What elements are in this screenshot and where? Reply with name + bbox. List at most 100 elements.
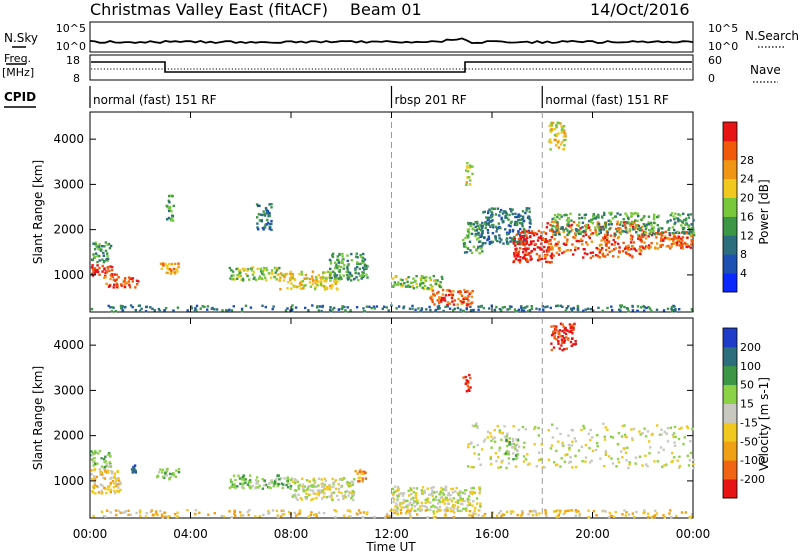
- heatmap-cell: [631, 437, 634, 440]
- heatmap-cell: [448, 302, 451, 305]
- heatmap-cell: [329, 272, 332, 275]
- heatmap-cell: [329, 485, 332, 489]
- heatmap-cell: [328, 258, 332, 262]
- heatmap-cell: [488, 307, 491, 310]
- heatmap-cell: [576, 224, 579, 227]
- heatmap-cell: [151, 514, 155, 517]
- heatmap-cell: [690, 239, 693, 242]
- heatmap-cell: [311, 278, 314, 281]
- heatmap-cell: [106, 471, 110, 474]
- heatmap-cell: [552, 330, 555, 334]
- heatmap-cell: [236, 277, 239, 280]
- heatmap-cell: [472, 500, 475, 503]
- heatmap-cell: [553, 214, 557, 217]
- heatmap-cell: [286, 478, 289, 481]
- heatmap-cell: [534, 426, 537, 429]
- heatmap-cell: [430, 298, 433, 301]
- heatmap-cell: [690, 240, 693, 243]
- heatmap-cell: [562, 228, 565, 232]
- heatmap-cell: [678, 308, 681, 311]
- heatmap-cell: [548, 140, 552, 143]
- heatmap-cell: [483, 438, 487, 441]
- heatmap-cell: [193, 309, 196, 312]
- heatmap-cell: [101, 484, 104, 487]
- colorbar-swatch: [723, 216, 737, 236]
- heatmap-cell: [431, 300, 434, 304]
- heatmap-cell: [331, 477, 334, 481]
- heatmap-cell: [472, 445, 476, 449]
- heatmap-cell: [619, 232, 623, 235]
- heatmap-cell: [522, 306, 525, 310]
- heatmap-cell: [661, 238, 665, 241]
- heatmap-cell: [506, 233, 509, 236]
- heatmap-cell: [553, 331, 557, 335]
- heatmap-cell: [449, 510, 453, 513]
- heatmap-cell: [521, 217, 525, 220]
- heatmap-cell: [429, 308, 432, 312]
- heatmap-cell: [443, 296, 446, 300]
- heatmap-cell: [291, 480, 295, 483]
- heatmap-cell: [563, 460, 567, 463]
- heatmap-cell: [321, 305, 324, 309]
- heatmap-cell: [638, 455, 642, 458]
- heatmap-cell: [545, 260, 548, 264]
- heatmap-cell: [647, 306, 650, 309]
- heatmap-cell: [255, 482, 258, 485]
- heatmap-cell: [616, 223, 619, 226]
- heatmap-cell: [498, 234, 501, 237]
- heatmap-cell: [240, 307, 244, 311]
- heatmap-cell: [566, 453, 569, 456]
- heatmap-cell: [517, 445, 521, 448]
- heatmap-cell: [548, 124, 551, 128]
- heatmap-cell: [495, 230, 498, 233]
- heatmap-cell: [437, 290, 440, 294]
- heatmap-cell: [681, 221, 685, 224]
- heatmap-cell: [444, 305, 447, 309]
- heatmap-cell: [591, 436, 594, 439]
- heatmap-cell: [529, 222, 532, 225]
- heatmap-cell: [177, 471, 181, 474]
- heatmap-cell: [669, 509, 672, 512]
- heatmap-cell: [565, 219, 569, 222]
- heatmap-cell: [524, 247, 527, 250]
- heatmap-cell: [363, 263, 366, 266]
- heatmap-cell: [585, 224, 588, 227]
- heatmap-cell: [412, 486, 416, 490]
- heatmap-cell: [94, 270, 97, 273]
- heatmap-cell: [560, 215, 563, 218]
- heatmap-cell: [475, 497, 479, 500]
- heatmap-cell: [474, 221, 477, 224]
- heatmap-cell: [311, 283, 314, 286]
- heatmap-cell: [257, 213, 261, 216]
- heatmap-cell: [537, 229, 541, 233]
- heatmap-cell: [630, 214, 633, 218]
- heatmap-cell: [545, 240, 548, 243]
- heatmap-cell: [490, 211, 494, 215]
- heatmap-cell: [566, 233, 569, 237]
- heatmap-cell: [466, 302, 469, 305]
- heatmap-cell: [114, 482, 118, 485]
- heatmap-cell: [576, 304, 580, 308]
- heatmap-cell: [361, 259, 364, 262]
- heatmap-cell: [266, 486, 270, 489]
- heatmap-cell: [391, 277, 394, 280]
- heatmap-cell: [683, 232, 686, 235]
- heatmap-cell: [97, 270, 100, 274]
- heatmap-cell: [278, 279, 281, 282]
- heatmap-cell: [398, 492, 401, 496]
- heatmap-cell: [574, 509, 578, 512]
- heatmap-cell: [543, 466, 546, 469]
- heatmap-cell: [260, 277, 264, 280]
- heatmap-cell: [567, 443, 571, 447]
- heatmap-cell: [603, 213, 606, 216]
- heatmap-cell: [607, 240, 611, 243]
- heatmap-cell: [608, 515, 611, 519]
- heatmap-cell: [482, 440, 486, 443]
- heatmap-cell: [628, 230, 631, 233]
- heatmap-cell: [420, 274, 424, 278]
- heatmap-cell: [434, 310, 437, 313]
- heatmap-cell: [578, 232, 581, 235]
- heatmap-cell: [517, 251, 520, 255]
- heatmap-cell: [519, 306, 523, 309]
- heatmap-cell: [671, 460, 674, 463]
